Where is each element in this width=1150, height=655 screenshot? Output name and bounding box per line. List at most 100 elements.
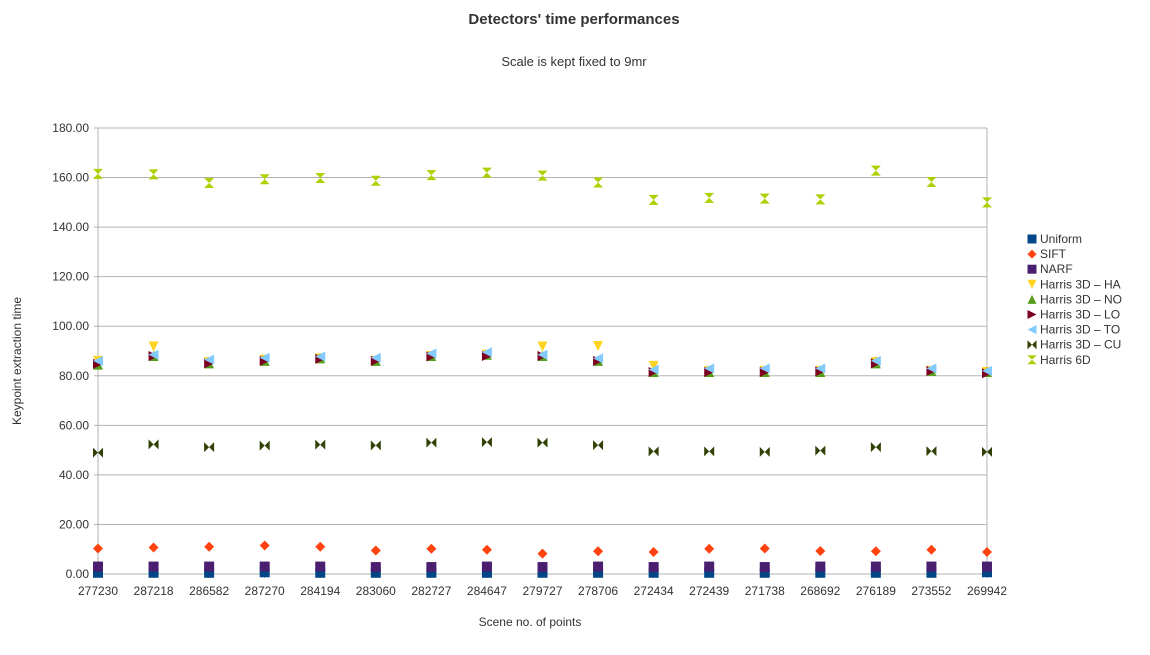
series-points: [93, 567, 992, 578]
x-tick-label: 284647: [467, 584, 507, 598]
data-point: [204, 354, 215, 365]
data-point: [148, 439, 159, 450]
legend-marker: [1027, 279, 1037, 289]
legend-item: Harris 6D: [1027, 353, 1091, 367]
data-point: [259, 561, 270, 572]
y-tick-label: 20.00: [59, 517, 89, 531]
x-tick-label: 282727: [411, 584, 451, 598]
data-point: [315, 561, 326, 572]
data-point: [481, 567, 492, 578]
legend-marker: [1027, 234, 1037, 244]
data-point: [593, 353, 604, 364]
data-point: [648, 567, 659, 578]
data-point: [759, 193, 770, 204]
y-tick-label: 40.00: [59, 468, 89, 482]
legend-swatch: [1027, 325, 1037, 335]
data-point: [648, 360, 659, 371]
x-tick-label: 268692: [800, 584, 840, 598]
data-point: [815, 194, 826, 205]
data-point: [537, 341, 548, 352]
data-point: [870, 546, 881, 557]
legend-marker: [1027, 355, 1037, 365]
legend-marker: [1027, 294, 1037, 304]
data-point: [815, 363, 826, 374]
y-tick-label: 180.00: [52, 121, 89, 135]
chart-title: Detectors' time performances: [468, 11, 679, 28]
data-point: [648, 194, 659, 205]
x-tick-label: 287270: [245, 584, 285, 598]
legend-swatch: [1027, 234, 1037, 244]
data-point: [593, 567, 604, 578]
data-point: [593, 561, 604, 572]
data-point: [704, 192, 715, 203]
data-point: [926, 544, 937, 555]
y-tick-label: 80.00: [59, 369, 89, 383]
data-point: [370, 175, 381, 186]
data-point: [315, 541, 326, 552]
data-point: [537, 349, 548, 360]
legend-marker: [1027, 340, 1037, 350]
data-point: [481, 544, 492, 555]
data-point: [93, 561, 103, 572]
data-point: [982, 567, 992, 578]
data-point: [481, 437, 492, 448]
x-tick-label: 278706: [578, 584, 618, 598]
data-point: [926, 446, 937, 457]
data-point: [982, 197, 992, 208]
data-point: [204, 178, 215, 189]
data-point: [315, 351, 326, 362]
legend-item: Uniform: [1027, 232, 1082, 246]
legend-swatch: [1027, 355, 1037, 365]
x-axis-label: Scene no. of points: [479, 615, 582, 629]
data-point: [426, 437, 437, 448]
data-point: [870, 567, 881, 578]
y-tick-label: 120.00: [52, 270, 89, 284]
data-point: [593, 440, 604, 451]
data-point: [93, 447, 103, 458]
data-point: [704, 567, 715, 578]
data-point: [148, 349, 159, 360]
legend-marker: [1027, 325, 1037, 335]
data-point: [593, 341, 604, 352]
legend-item: Harris 3D – NO: [1027, 292, 1122, 306]
data-point: [426, 348, 437, 359]
legend-swatch: [1027, 249, 1037, 259]
x-tick-label: 273552: [911, 584, 951, 598]
data-point: [926, 177, 937, 188]
data-point: [648, 546, 659, 557]
legend-label: SIFT: [1040, 247, 1067, 261]
series-points: [93, 561, 992, 573]
x-tick-label: 272434: [634, 584, 674, 598]
gridlines: [94, 127, 987, 575]
legend-label: Harris 3D – TO: [1040, 323, 1120, 337]
y-tick-label: 140.00: [52, 220, 89, 234]
data-point: [759, 543, 770, 554]
series-points: [93, 540, 992, 559]
series-points: [93, 165, 992, 208]
data-point: [204, 567, 215, 578]
data-point: [426, 562, 437, 573]
data-point: [982, 561, 992, 572]
data-point: [870, 355, 881, 366]
data-point: [648, 446, 659, 457]
y-tick-label: 160.00: [52, 171, 89, 185]
data-point: [426, 567, 437, 578]
legend-item: Harris 3D – CU: [1027, 338, 1121, 352]
data-point: [259, 352, 270, 363]
x-tick-label: 272439: [689, 584, 729, 598]
data-point: [704, 446, 715, 457]
legend-label: Uniform: [1040, 232, 1082, 246]
legend-item: Harris 3D – HA: [1027, 277, 1121, 291]
legend-item: Harris 3D – LO: [1027, 308, 1120, 322]
data-point: [704, 363, 715, 374]
legend-label: Harris 3D – LO: [1040, 308, 1120, 322]
data-point: [204, 541, 215, 552]
data-point: [315, 567, 326, 578]
data-point: [815, 561, 826, 572]
data-point: [593, 546, 604, 557]
chart-subtitle: Scale is kept fixed to 9mr: [501, 54, 647, 69]
x-tick-label: 276189: [856, 584, 896, 598]
